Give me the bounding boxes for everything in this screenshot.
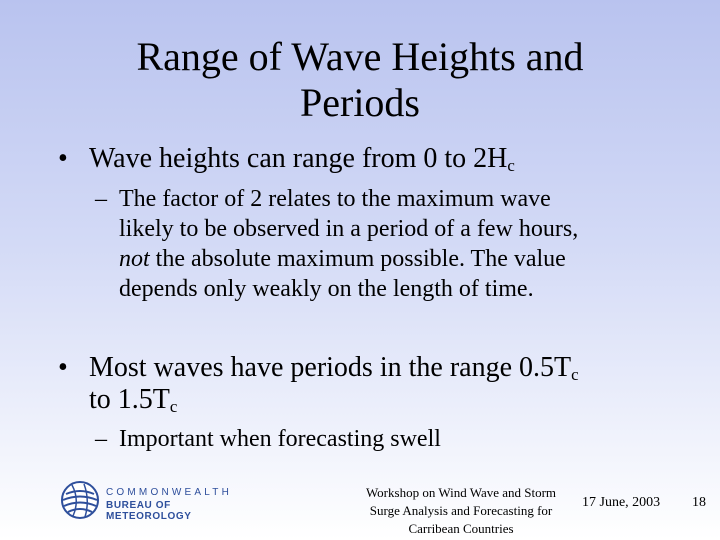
bullet-wave-heights: • Wave heights can range from 0 to 2Hc (58, 143, 515, 175)
slide-title-line-2: Periods (300, 80, 420, 125)
sub-bullet-factor-of-2: – The factor of 2 relates to the maximum… (95, 184, 579, 304)
page-number: 18 (692, 495, 706, 510)
logo-text-bureau: BUREAU OF METEOROLOGY (106, 500, 192, 522)
footer-date: 17 June, 2003 (582, 495, 661, 510)
bureau-globe-icon (61, 481, 99, 519)
bullet-text: Wave heights can range from 0 to 2Hc (89, 143, 515, 176)
sub-bullet-line-4: depends only weakly on the length of tim… (119, 276, 534, 302)
sub-bullet-line-3: not the absolute maximum possible. The v… (119, 246, 566, 272)
sub-bullet-line-1: Important when forecasting swell (119, 426, 441, 452)
dash-marker: – (95, 426, 107, 452)
bullet-marker: • (58, 143, 68, 174)
bullet-text: Most waves have periods in the range 0.5… (89, 352, 579, 417)
footer-line-2: Surge Analysis and Forecasting for (369, 503, 553, 518)
logo-text-commonwealth: COMMONWEALTH (106, 487, 232, 498)
dash-marker: – (95, 186, 107, 212)
bullet-wave-periods: • Most waves have periods in the range 0… (58, 352, 579, 416)
footer-line-1: Workshop on Wind Wave and Storm (365, 485, 557, 500)
footer-workshop-title: Workshop on Wind Wave and Storm Surge An… (350, 484, 572, 538)
bureau-of-meteorology-logo: COMMONWEALTH BUREAU OF METEOROLOGY (60, 480, 250, 522)
footer-line-3: Carribean Countries (408, 521, 514, 536)
sub-bullet-line-2: likely to be observed in a period of a f… (119, 216, 579, 242)
sub-bullet-swell: – Important when forecasting swell (95, 424, 441, 454)
sub-bullet-line-1: The factor of 2 relates to the maximum w… (119, 186, 551, 212)
bullet-marker: • (58, 352, 68, 383)
slide-title-line-1: Range of Wave Heights and (136, 34, 584, 79)
slide-title: Range of Wave Heights and Periods (60, 34, 660, 126)
